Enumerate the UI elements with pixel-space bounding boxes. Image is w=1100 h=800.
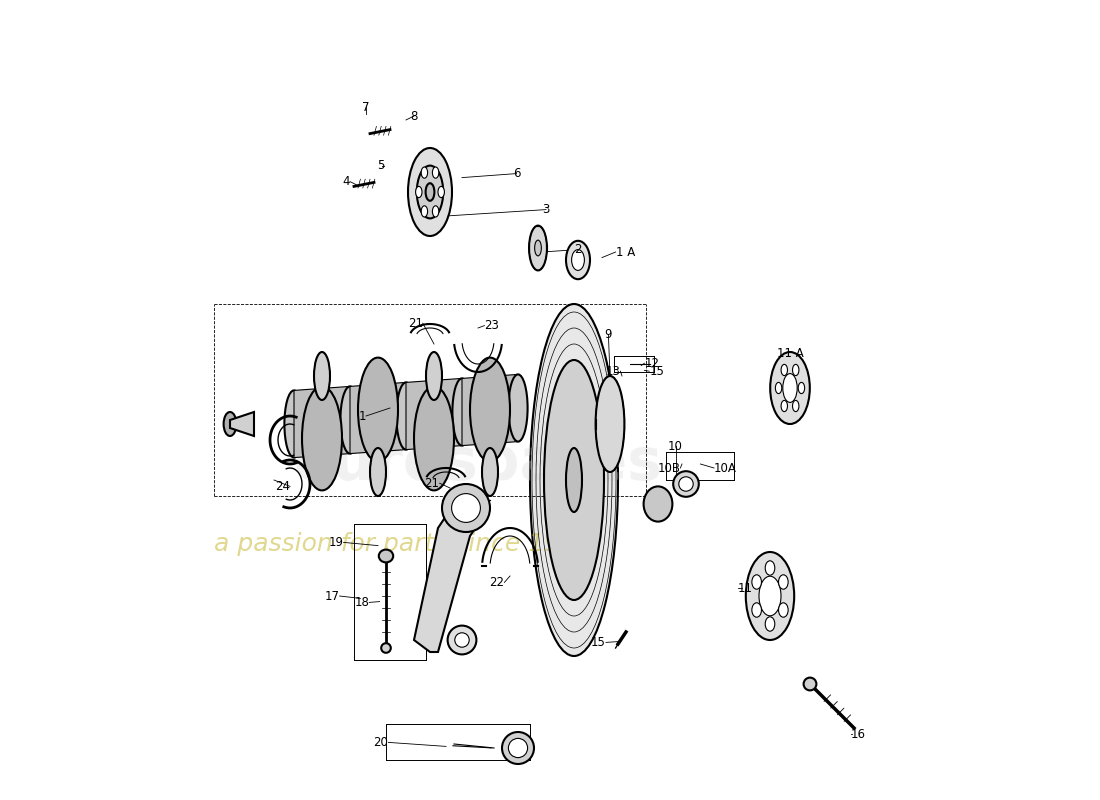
Ellipse shape xyxy=(408,148,452,236)
Text: 24: 24 xyxy=(275,480,290,493)
Polygon shape xyxy=(414,496,486,652)
Polygon shape xyxy=(294,386,350,458)
Ellipse shape xyxy=(679,477,693,491)
Ellipse shape xyxy=(792,364,799,375)
Ellipse shape xyxy=(378,550,393,562)
Ellipse shape xyxy=(396,382,416,450)
Text: 10: 10 xyxy=(668,440,683,453)
Ellipse shape xyxy=(770,352,810,424)
Ellipse shape xyxy=(502,732,534,764)
Text: 18: 18 xyxy=(354,596,370,609)
Ellipse shape xyxy=(470,358,510,462)
Ellipse shape xyxy=(799,382,804,394)
Text: 20: 20 xyxy=(374,736,388,749)
Ellipse shape xyxy=(454,633,470,647)
Ellipse shape xyxy=(779,574,788,589)
Ellipse shape xyxy=(781,364,788,375)
Text: 5: 5 xyxy=(377,159,384,172)
Ellipse shape xyxy=(452,378,472,446)
Ellipse shape xyxy=(438,186,444,198)
Text: 10B: 10B xyxy=(658,462,681,474)
Text: 13: 13 xyxy=(605,365,620,378)
Ellipse shape xyxy=(302,386,342,490)
Ellipse shape xyxy=(370,448,386,496)
Text: eurospares: eurospares xyxy=(294,435,663,493)
Polygon shape xyxy=(230,412,254,436)
Ellipse shape xyxy=(779,603,788,618)
Text: 2: 2 xyxy=(574,243,582,256)
Ellipse shape xyxy=(673,471,698,497)
Ellipse shape xyxy=(792,401,799,412)
Ellipse shape xyxy=(285,390,304,458)
Polygon shape xyxy=(462,374,518,446)
Ellipse shape xyxy=(752,574,761,589)
Ellipse shape xyxy=(783,374,798,402)
Polygon shape xyxy=(350,382,406,454)
Ellipse shape xyxy=(776,382,782,394)
Text: 9: 9 xyxy=(605,328,612,341)
Ellipse shape xyxy=(426,183,434,201)
Text: 10A: 10A xyxy=(714,462,737,474)
Ellipse shape xyxy=(766,561,774,575)
Text: 15: 15 xyxy=(591,636,606,649)
Ellipse shape xyxy=(572,250,584,270)
Ellipse shape xyxy=(452,494,481,522)
Text: 15: 15 xyxy=(649,365,664,378)
Ellipse shape xyxy=(508,738,528,758)
Text: 6: 6 xyxy=(513,167,520,180)
Text: 1 A: 1 A xyxy=(616,246,635,258)
Ellipse shape xyxy=(804,678,816,690)
Text: 22: 22 xyxy=(490,576,505,589)
Ellipse shape xyxy=(426,352,442,400)
Text: 3: 3 xyxy=(542,203,550,216)
Text: 21: 21 xyxy=(408,317,422,330)
Ellipse shape xyxy=(421,206,428,217)
Ellipse shape xyxy=(448,626,476,654)
Text: 7: 7 xyxy=(362,101,370,114)
Ellipse shape xyxy=(340,386,360,454)
Text: 21: 21 xyxy=(425,477,440,490)
Ellipse shape xyxy=(314,352,330,400)
Text: a passion for parts since 1985: a passion for parts since 1985 xyxy=(214,532,592,556)
Text: 1: 1 xyxy=(359,410,366,422)
Text: 17: 17 xyxy=(324,590,340,602)
Ellipse shape xyxy=(595,376,625,472)
Text: 11: 11 xyxy=(738,582,754,594)
Text: 11 A: 11 A xyxy=(777,347,803,360)
Ellipse shape xyxy=(432,206,439,217)
Ellipse shape xyxy=(414,386,454,490)
Text: 8: 8 xyxy=(410,110,418,122)
Ellipse shape xyxy=(766,617,774,631)
Ellipse shape xyxy=(223,412,236,436)
Ellipse shape xyxy=(644,486,672,522)
Ellipse shape xyxy=(508,374,528,442)
Ellipse shape xyxy=(746,552,794,640)
Ellipse shape xyxy=(382,643,390,653)
Ellipse shape xyxy=(421,167,428,178)
Ellipse shape xyxy=(482,448,498,496)
Ellipse shape xyxy=(432,167,439,178)
Ellipse shape xyxy=(752,603,761,618)
Ellipse shape xyxy=(535,240,541,256)
Ellipse shape xyxy=(759,576,781,616)
Ellipse shape xyxy=(781,401,788,412)
Text: 12: 12 xyxy=(645,357,659,370)
Ellipse shape xyxy=(566,448,582,512)
Ellipse shape xyxy=(566,241,590,279)
Text: 19: 19 xyxy=(329,536,343,549)
Text: 16: 16 xyxy=(850,728,866,741)
Ellipse shape xyxy=(417,166,443,218)
Ellipse shape xyxy=(442,484,490,532)
Ellipse shape xyxy=(529,226,547,270)
Ellipse shape xyxy=(358,358,398,462)
Polygon shape xyxy=(406,378,462,450)
Text: 4: 4 xyxy=(342,175,350,188)
Ellipse shape xyxy=(530,304,618,656)
Ellipse shape xyxy=(544,360,604,600)
Text: 23: 23 xyxy=(484,319,499,332)
Ellipse shape xyxy=(416,186,422,198)
